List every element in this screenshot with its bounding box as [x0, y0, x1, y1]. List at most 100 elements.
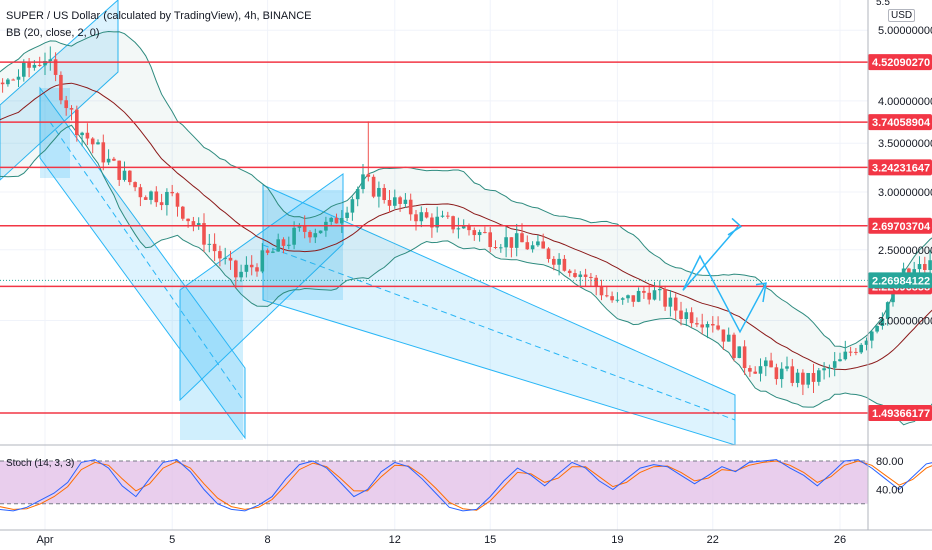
chart-grid	[0, 0, 868, 530]
candle-body-37	[112, 158, 116, 161]
candle-body-63	[249, 264, 254, 268]
candle-body-91	[398, 197, 402, 204]
candle-body-49	[175, 193, 180, 207]
candlestick-series	[0, 46, 932, 396]
candle-body-162	[774, 367, 779, 380]
candle-body-134	[626, 295, 630, 299]
candle-body-44	[149, 191, 153, 200]
candle-body-177	[854, 351, 858, 353]
candle-body-189	[917, 264, 922, 270]
bb-basis	[0, 82, 932, 371]
candle-body-25	[48, 59, 53, 62]
candle-body-130	[605, 295, 609, 297]
candle-body-108	[488, 232, 492, 248]
candle-body-36	[106, 158, 111, 163]
candle-body-84	[361, 174, 365, 190]
price-axis[interactable]: 5.00000000 4.00000000 3.50000000 3.00000000…	[867, 0, 932, 530]
candle-body-102	[456, 228, 461, 230]
projection-arrowhead-2	[755, 282, 767, 303]
candle-body-96	[424, 212, 429, 218]
candle-body-71	[292, 227, 296, 245]
candle-body-27	[59, 74, 63, 101]
projection-arrowhead-1	[727, 217, 743, 236]
candle-body-119	[546, 248, 551, 259]
candle-body-153	[726, 334, 731, 342]
candle-body-70	[287, 244, 291, 246]
candle-body-124	[573, 273, 577, 277]
time-tick-0: Apr	[36, 534, 53, 546]
candle-body-105	[472, 230, 477, 236]
candle-body-161	[769, 360, 773, 368]
candle-body-169	[811, 372, 816, 382]
channel-2	[39, 86, 246, 440]
candle-body-19	[16, 76, 21, 80]
candle-body-111	[504, 237, 508, 248]
candle-body-148	[700, 324, 704, 328]
candle-body-158	[753, 371, 757, 374]
candle-body-133	[620, 298, 625, 300]
candle-body-38	[117, 160, 121, 180]
candle-body-101	[451, 216, 455, 230]
candle-body-90	[393, 197, 397, 206]
candle-body-144	[679, 310, 683, 319]
stoch-label: Stoch (14, 3, 3)	[6, 458, 75, 469]
channel-1	[0, 0, 119, 181]
candle-body-159	[758, 366, 763, 374]
candle-body-113	[514, 233, 519, 248]
projection-arrows	[682, 217, 767, 334]
candle-body-121	[557, 258, 561, 265]
candle-body-138	[647, 292, 651, 300]
candle-body-147	[695, 323, 699, 325]
candle-body-116	[530, 245, 535, 250]
candle-body-139	[652, 290, 657, 300]
stoch-band	[0, 461, 868, 504]
level-label-0: 4.52090270	[872, 57, 930, 69]
candle-body-59	[228, 257, 233, 261]
candle-body-131	[610, 296, 614, 301]
top-price-tick: 5.5	[876, 0, 890, 8]
currency-badge[interactable]: USD	[888, 9, 916, 22]
candle-body-125	[578, 274, 583, 277]
candle-body-112	[509, 237, 514, 248]
price-tick-3: 3.00000000	[878, 187, 932, 199]
candle-body-155	[737, 346, 742, 358]
candle-body-107	[483, 232, 487, 234]
candle-body-136	[636, 290, 641, 302]
candle-body-86	[371, 176, 376, 197]
candle-body-120	[552, 258, 556, 265]
stochastic-pane: 80.00 40.00	[0, 444, 932, 512]
level-label-1: 3.74058904	[872, 117, 931, 129]
candle-body-83	[355, 189, 360, 200]
candle-body-62	[244, 264, 249, 272]
candle-body-191	[928, 260, 932, 270]
candle-body-41	[133, 182, 137, 188]
time-tick-7: 26	[834, 534, 846, 546]
candle-body-54	[202, 223, 206, 245]
stoch-d-line	[0, 460, 932, 511]
candle-body-61	[239, 271, 243, 278]
candle-body-65	[260, 250, 265, 272]
price-tick-2: 3.50000000	[878, 138, 932, 150]
stoch-k-line	[0, 459, 932, 512]
level-label-2: 3.24231647	[872, 162, 930, 174]
projection-zigzag	[682, 226, 767, 334]
level-tag-0	[868, 54, 932, 71]
time-tick-6: 22	[707, 534, 719, 546]
candle-body-145	[684, 312, 689, 319]
last-price-tag	[868, 272, 932, 289]
candle-body-188	[912, 269, 916, 275]
stoch-tick-0: 80.00	[876, 456, 904, 468]
candle-body-22	[32, 64, 37, 68]
candle-body-128	[594, 277, 598, 287]
candle-body-80	[340, 217, 344, 224]
candle-body-129	[599, 286, 604, 296]
candle-body-29	[69, 108, 74, 110]
candle-body-156	[742, 346, 747, 369]
time-axis[interactable]: Apr581215192226May4	[0, 529, 932, 546]
candle-body-166	[795, 372, 800, 383]
candle-body-45	[154, 191, 159, 203]
candle-body-20	[22, 62, 26, 77]
bollinger-bands	[0, 30, 932, 426]
candle-body-39	[122, 170, 127, 180]
